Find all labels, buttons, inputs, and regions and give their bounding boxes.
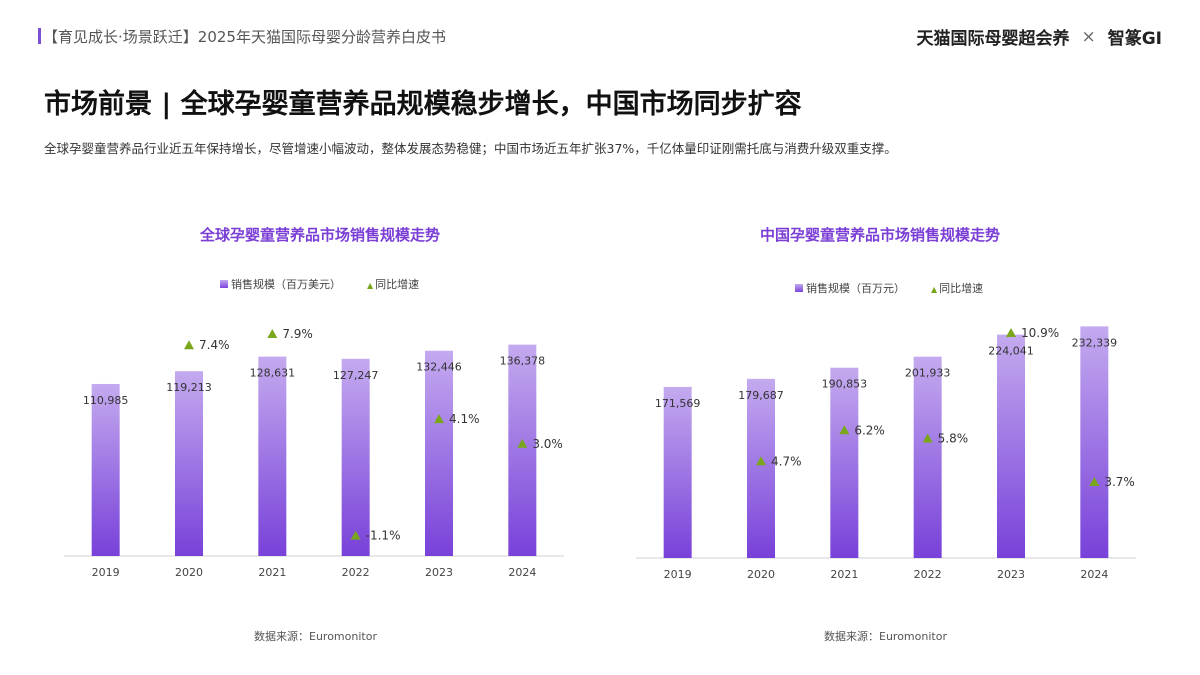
report-title-text: 【育见成长·场景跃迁】2025年天猫国际母婴分龄营养白皮书 (43, 28, 446, 46)
bar-label: 232,339 (1072, 336, 1118, 349)
legend-label: 销售规模（百万元） (806, 282, 905, 295)
bar-label: 110,985 (83, 394, 129, 407)
x-tick-label: 2023 (425, 566, 453, 579)
bar-2019 (91, 383, 120, 556)
x-tick-label: 2021 (258, 566, 286, 579)
legend-item-growth: ▲ 同比增速 (931, 280, 983, 296)
x-tick-label: 2019 (664, 568, 692, 581)
source-global: 数据来源：Euromonitor (254, 630, 377, 643)
legend-global: 销售规模（百万美元） ▲ 同比增速 (220, 276, 419, 292)
growth-label: 4.1% (449, 412, 480, 426)
legend-item-growth: ▲ 同比增速 (367, 276, 419, 292)
legend-china: 销售规模（百万元） ▲ 同比增速 (795, 280, 983, 296)
growth-label: 5.8% (938, 432, 969, 446)
legend-item-sales: 销售规模（百万元） (795, 280, 905, 296)
legend-label: 销售规模（百万美元） (231, 278, 341, 291)
growth-label: -1.1% (366, 529, 401, 543)
bar-label: 128,631 (250, 367, 296, 380)
x-tick-label: 2024 (508, 566, 536, 579)
growth-marker-2020 (184, 340, 194, 350)
growth-marker-2020 (756, 456, 766, 466)
bar-label: 119,213 (166, 381, 212, 394)
growth-label: 3.0% (532, 437, 563, 451)
growth-label: 10.9% (1021, 326, 1059, 340)
growth-label: 3.7% (1104, 475, 1135, 489)
bar-2019 (663, 386, 692, 558)
bar-label: 201,933 (905, 367, 951, 380)
bar-2023 (425, 350, 453, 556)
bar-label: 132,446 (416, 361, 462, 374)
growth-label: 4.7% (771, 454, 802, 468)
page-subtitle: 全球孕婴童营养品行业近五年保持增长，尽管增速小幅波动，整体发展态势稳健；中国市场… (44, 141, 897, 156)
bar-2022 (341, 358, 370, 556)
gi-logo: 智篆GI (1107, 29, 1162, 49)
x-tick-label: 2021 (830, 568, 858, 581)
chart-title-global: 全球孕婴童营养品市场销售规模走势 (199, 226, 440, 244)
x-tick-label: 2023 (997, 568, 1025, 581)
bar-2020 (747, 378, 775, 558)
accent-bar (38, 28, 41, 44)
brand-separator: × (1081, 26, 1096, 47)
legend-label: 同比增速 (939, 282, 984, 295)
growth-label: 7.9% (282, 327, 313, 341)
tmall-logo: 天猫国际母婴超会养 (916, 29, 1070, 49)
growth-marker-2022 (350, 530, 361, 540)
bar-2024 (1080, 326, 1109, 558)
x-tick-label: 2020 (175, 566, 203, 579)
growth-marker-2021 (839, 425, 850, 435)
growth-marker-2024 (517, 438, 528, 448)
brand-logos: 天猫国际母婴超会养 × 智篆GI (916, 24, 1162, 50)
triangle-icon: ▲ (367, 281, 374, 290)
growth-marker-2023 (434, 414, 444, 424)
bar-label: 224,041 (988, 345, 1034, 358)
bar-2023 (997, 334, 1025, 558)
chart-title-china: 中国孕婴童营养品市场销售规模走势 (759, 226, 1000, 244)
bar-2022 (913, 356, 942, 558)
bar-label: 190,853 (822, 378, 868, 391)
source-china: 数据来源：Euromonitor (824, 630, 947, 643)
x-tick-label: 2022 (914, 568, 942, 581)
growth-label: 6.2% (854, 423, 885, 437)
legend-item-sales: 销售规模（百万美元） (220, 276, 341, 292)
bar-label: 136,378 (500, 355, 546, 368)
x-tick-label: 2024 (1080, 568, 1108, 581)
bar-2024 (508, 344, 537, 556)
bar-swatch-icon (220, 280, 228, 288)
growth-marker-2022 (922, 433, 933, 443)
bar-label: 179,687 (738, 389, 784, 402)
bar-label: 171,569 (655, 397, 701, 410)
growth-label: 7.4% (199, 338, 230, 352)
bar-swatch-icon (795, 284, 803, 292)
legend-label: 同比增速 (375, 278, 420, 291)
growth-marker-2021 (267, 329, 278, 339)
growth-marker-2024 (1089, 477, 1100, 487)
bar-2021 (830, 367, 859, 558)
growth-marker-2023 (1006, 327, 1016, 337)
bar-2021 (258, 356, 287, 556)
triangle-icon: ▲ (931, 285, 938, 294)
x-tick-label: 2020 (747, 568, 775, 581)
page-title: 市场前景 | 全球孕婴童营养品规模稳步增长，中国市场同步扩容 (44, 89, 802, 120)
x-tick-label: 2019 (92, 566, 120, 579)
x-tick-label: 2022 (342, 566, 370, 579)
bar-label: 127,247 (333, 369, 379, 382)
report-title: 【育见成长·场景跃迁】2025年天猫国际母婴分龄营养白皮书 (38, 26, 446, 47)
bar-2020 (175, 371, 203, 556)
